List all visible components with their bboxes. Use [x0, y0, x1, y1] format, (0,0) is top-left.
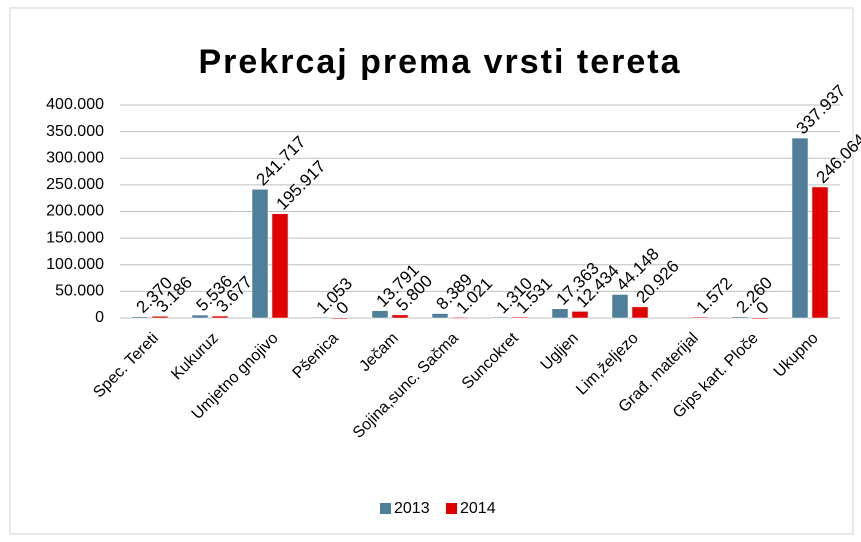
- bar: [571, 311, 589, 319]
- bar: [611, 294, 629, 319]
- y-tick-label: 350.000: [46, 123, 104, 140]
- chart-frame: [9, 7, 854, 535]
- y-tick-label: 400.000: [46, 96, 104, 113]
- y-tick-label: 100.000: [46, 256, 104, 273]
- chart-title: Prekrcaj prema vrsti tereta: [198, 43, 681, 81]
- y-tick-label: 150.000: [46, 229, 104, 246]
- bar: [491, 317, 509, 319]
- bar: [451, 317, 469, 319]
- bar: [151, 316, 169, 319]
- bar: [431, 313, 449, 319]
- y-tick-label: 300.000: [46, 149, 104, 166]
- legend-label: 2014: [460, 500, 496, 517]
- bar: [691, 316, 709, 319]
- bar: [811, 186, 829, 319]
- bar: [551, 308, 569, 319]
- bar: [211, 315, 229, 319]
- y-tick-label: 0: [95, 309, 104, 326]
- y-tick-label: 200.000: [46, 203, 104, 220]
- bar: [751, 317, 769, 320]
- y-tick-label: 250.000: [46, 176, 104, 193]
- bar: [511, 316, 529, 319]
- bar: [791, 137, 809, 319]
- legend-label: 2013: [394, 500, 430, 517]
- bar: [251, 189, 269, 319]
- bar: [731, 316, 749, 319]
- bar: [331, 317, 349, 320]
- y-tick-label: 50.000: [55, 283, 104, 300]
- bar: [311, 317, 329, 319]
- legend-swatch: [380, 503, 391, 514]
- bar: [391, 314, 409, 319]
- bar: [371, 310, 389, 319]
- bar: [631, 306, 649, 319]
- legend-swatch: [446, 503, 457, 514]
- bar: [191, 314, 209, 319]
- bar: [131, 316, 149, 319]
- bar: [271, 213, 289, 319]
